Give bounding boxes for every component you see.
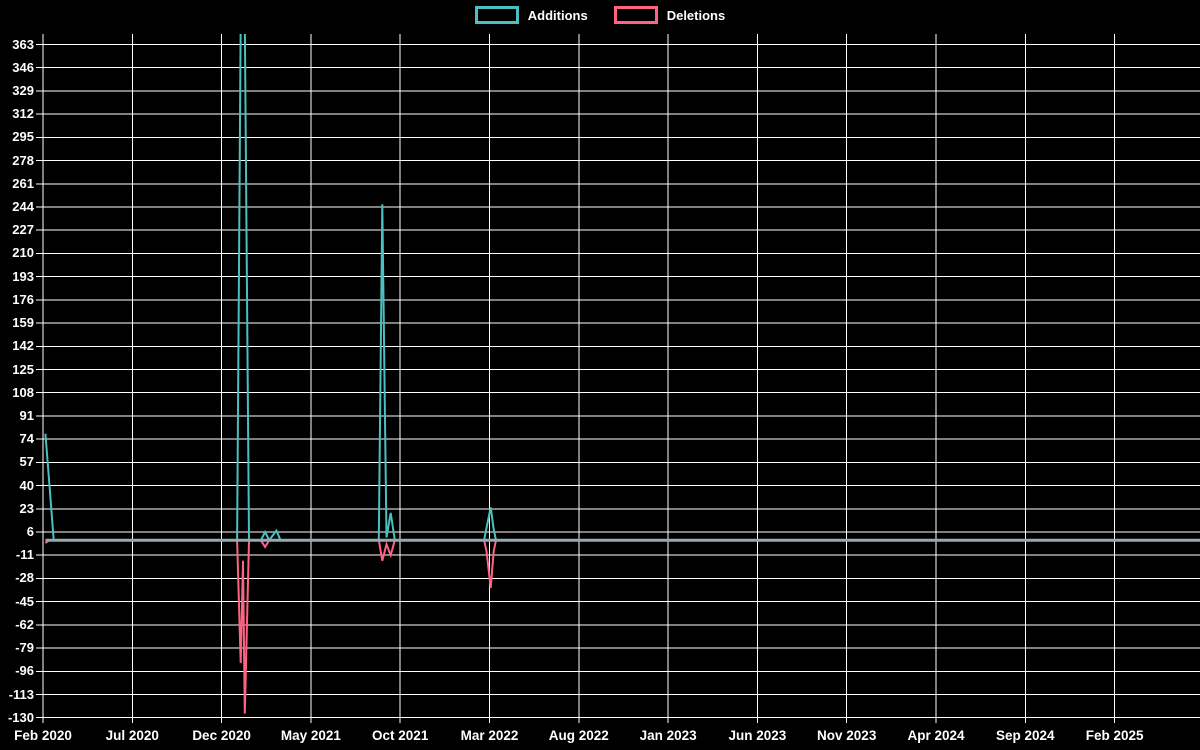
y-tick-label: -79 [15, 640, 34, 656]
y-tick-label: -96 [15, 663, 34, 679]
y-tick-label: 227 [12, 222, 34, 238]
y-tick-label: 244 [12, 199, 34, 214]
y-tick-label: 176 [12, 291, 34, 307]
legend-item-additions[interactable]: Additions [474, 6, 588, 24]
x-tick-label: Dec 2020 [192, 728, 251, 743]
legend-label-additions: Additions [527, 7, 588, 23]
y-tick-label: 363 [12, 36, 34, 52]
x-tick-label: Apr 2024 [907, 728, 965, 743]
y-tick-label: 329 [12, 83, 34, 98]
y-tick-label: 159 [12, 315, 34, 331]
y-tick-label: 6 [26, 524, 34, 539]
y-tick-label: -62 [15, 616, 34, 632]
y-tick-label: -45 [15, 593, 34, 609]
y-tick-label: 125 [12, 361, 34, 377]
x-tick-label: Nov 2023 [817, 728, 877, 743]
x-tick-label: Sep 2024 [996, 728, 1055, 743]
x-tick-label: Feb 2025 [1085, 728, 1144, 743]
x-tick-label: Oct 2021 [372, 728, 429, 743]
deletions-swatch-icon [613, 6, 658, 24]
y-axis-labels: 363 346 329 312 295 278 261 244 227 210 193 176 159 1… [0, 0, 40, 750]
x-tick-label: Jun 2023 [728, 728, 787, 743]
y-tick-label: 278 [12, 152, 34, 168]
y-tick-label: 261 [12, 175, 34, 191]
y-tick-label: 57 [19, 454, 34, 470]
x-tick-label: Jan 2023 [639, 728, 697, 743]
y-tick-label: 346 [12, 59, 34, 75]
y-tick-label: 23 [19, 500, 34, 516]
x-tick-label: May 2021 [280, 728, 341, 743]
x-tick-label: Aug 2022 [548, 728, 609, 743]
y-tick-label: 312 [12, 106, 34, 122]
y-tick-label: -113 [8, 686, 34, 702]
y-tick-label: -28 [15, 570, 34, 586]
legend-label-deletions: Deletions [666, 7, 726, 23]
y-tick-label: 210 [12, 245, 34, 261]
y-tick-label: -11 [15, 547, 34, 563]
y-tick-label: 74 [19, 431, 34, 447]
additions-swatch-icon [474, 6, 519, 24]
y-tick-label: 108 [12, 384, 34, 400]
chart-legend: Additions Deletions [0, 6, 1200, 24]
y-tick-label: 193 [12, 268, 34, 284]
y-tick-label: 40 [19, 477, 34, 493]
y-tick-label: 295 [12, 129, 34, 145]
x-tick-label: Mar 2022 [460, 728, 519, 743]
x-tick-label: Jul 2020 [105, 728, 159, 743]
x-tick-label: Feb 2020 [14, 728, 72, 743]
y-tick-label: -130 [7, 709, 34, 725]
y-tick-label: 142 [12, 338, 34, 354]
y-tick-label: 91 [19, 407, 34, 423]
legend-item-deletions[interactable]: Deletions [613, 6, 726, 24]
